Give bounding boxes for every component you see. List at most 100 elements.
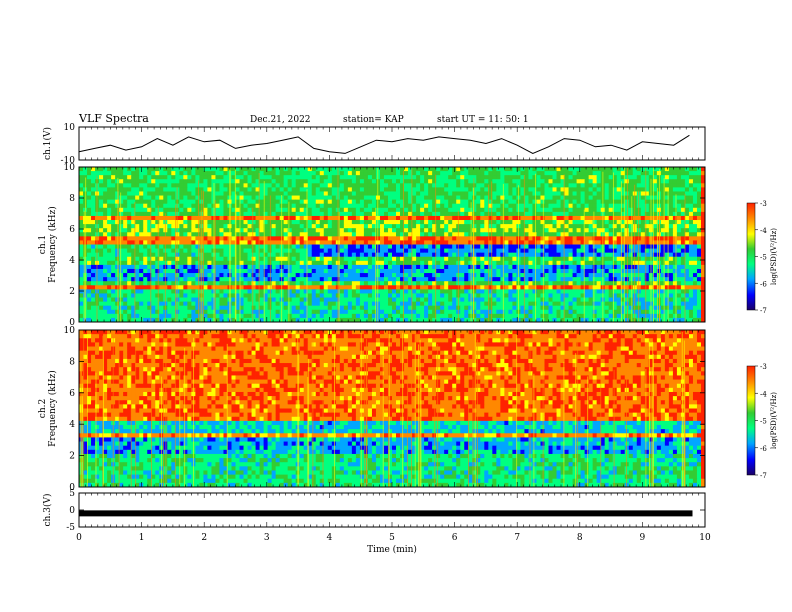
spectrogram-cell (351, 228, 357, 233)
spectrogram-cell (424, 211, 429, 217)
spectrogram-cell (99, 224, 104, 229)
spectrogram-cell (616, 260, 622, 266)
spectrogram-cell (183, 183, 188, 188)
spectrogram-cell (295, 207, 301, 213)
spectrogram-cell (668, 273, 674, 278)
spectrogram-cell (480, 252, 485, 258)
spectrogram-cell (155, 224, 160, 229)
spectrogram-cell (299, 252, 305, 258)
spectrogram-cell (131, 277, 136, 282)
spectrogram-cell (195, 268, 200, 274)
spectrogram-cell (295, 211, 301, 217)
spectrogram-cell (279, 171, 285, 176)
spectrogram-cell (287, 203, 293, 209)
spectrogram-cell (267, 220, 273, 225)
spectrogram-cell (472, 171, 477, 176)
spectrogram-cell (680, 232, 686, 237)
spectrogram-cell (271, 268, 277, 274)
spectrogram-cell (660, 232, 666, 237)
spectrogram-cell (327, 232, 333, 237)
spectrogram-cell (508, 285, 513, 290)
spectrogram-cell (339, 281, 345, 286)
spectrogram-cell (339, 256, 345, 262)
spectrogram-cell (580, 268, 586, 274)
spectrogram-cell (416, 260, 421, 266)
spectrogram-cell (624, 256, 630, 262)
spectrogram-cell (652, 273, 658, 278)
spectrogram-cell (163, 199, 168, 205)
spectrogram-cell (195, 187, 200, 192)
spectrogram-cell (524, 236, 529, 241)
spectrogram-cell (552, 248, 557, 254)
spectrogram-cell (223, 183, 228, 188)
spectrogram-cell (660, 256, 666, 262)
spectrogram-cell (183, 220, 188, 225)
spectrogram-cell (668, 285, 674, 290)
spectrogram-cell (528, 167, 533, 172)
spectrogram-cell (79, 220, 84, 225)
spectrogram-cell (652, 203, 658, 209)
spectrogram-cell (668, 187, 674, 192)
spectrogram-cell (696, 179, 702, 184)
spectrogram-cell (159, 179, 164, 184)
spectrogram-cell (572, 236, 577, 241)
spectrogram-cell (111, 232, 116, 237)
spectrogram-cell (139, 203, 144, 209)
spectrogram-cell (143, 240, 148, 245)
spectrogram-cell (468, 220, 473, 225)
spectrogram-cell (660, 167, 666, 172)
spectrogram-cell (339, 248, 345, 254)
spectrogram-cell (347, 236, 353, 241)
spectrogram-cell (412, 199, 417, 205)
spectrogram-cell (468, 195, 473, 201)
spectrogram-cell (219, 191, 224, 196)
spectrogram-cell (700, 232, 706, 237)
spectrogram-cell (179, 285, 184, 290)
spectrogram-cell (255, 252, 260, 258)
spectrogram-cell (504, 236, 509, 241)
spectrogram-cell (592, 175, 598, 180)
spectrogram-cell (83, 264, 88, 270)
spectrogram-cell (468, 268, 473, 274)
spectrogram-cell (167, 167, 172, 172)
spectrogram-cell (472, 260, 477, 266)
spectrogram-cell (608, 187, 614, 192)
spectrogram-cell (143, 277, 148, 282)
spectrogram-cell (127, 171, 132, 176)
spectrogram-cell (604, 285, 610, 290)
spectrogram-cell (111, 277, 116, 282)
spectrogram-cell (327, 289, 333, 294)
spectrogram-cell (404, 236, 409, 241)
spectrogram-cell (560, 171, 565, 176)
spectrogram-cell (99, 260, 104, 266)
spectrogram-cell (540, 171, 545, 176)
spectrogram-cell (524, 264, 529, 270)
spectrogram-cell (127, 199, 132, 205)
spectrogram-cell (440, 248, 445, 254)
spectrogram-cell (580, 183, 586, 188)
spectrogram-cell (223, 195, 228, 201)
spectrogram-cell (175, 273, 180, 278)
spectrogram-cell (99, 203, 104, 209)
spectrogram-cell (199, 187, 204, 192)
spectrogram-cell (255, 240, 260, 245)
spectrogram-cell (283, 211, 289, 217)
spectrogram-cell (424, 175, 429, 180)
spectrogram-cell (155, 244, 160, 249)
spectrogram-cell (536, 277, 541, 282)
spectrogram-cell (560, 220, 565, 225)
spectrogram-cell (179, 293, 184, 298)
spectrogram-cell (564, 187, 569, 192)
spectrogram-cell (620, 236, 626, 241)
spectrogram-cell (476, 289, 481, 294)
spectrogram-cell (412, 183, 417, 188)
spectrogram-cell (612, 191, 618, 196)
spectrogram-cell (175, 171, 180, 176)
spectrogram-cell (672, 244, 678, 249)
spectrogram-cell (383, 224, 389, 229)
spectrogram-cell (287, 215, 293, 221)
spectrogram-cell (319, 171, 325, 176)
spectrogram-cell (323, 228, 329, 233)
spectrogram-cell (203, 175, 208, 180)
spectrogram-cell (512, 268, 517, 274)
